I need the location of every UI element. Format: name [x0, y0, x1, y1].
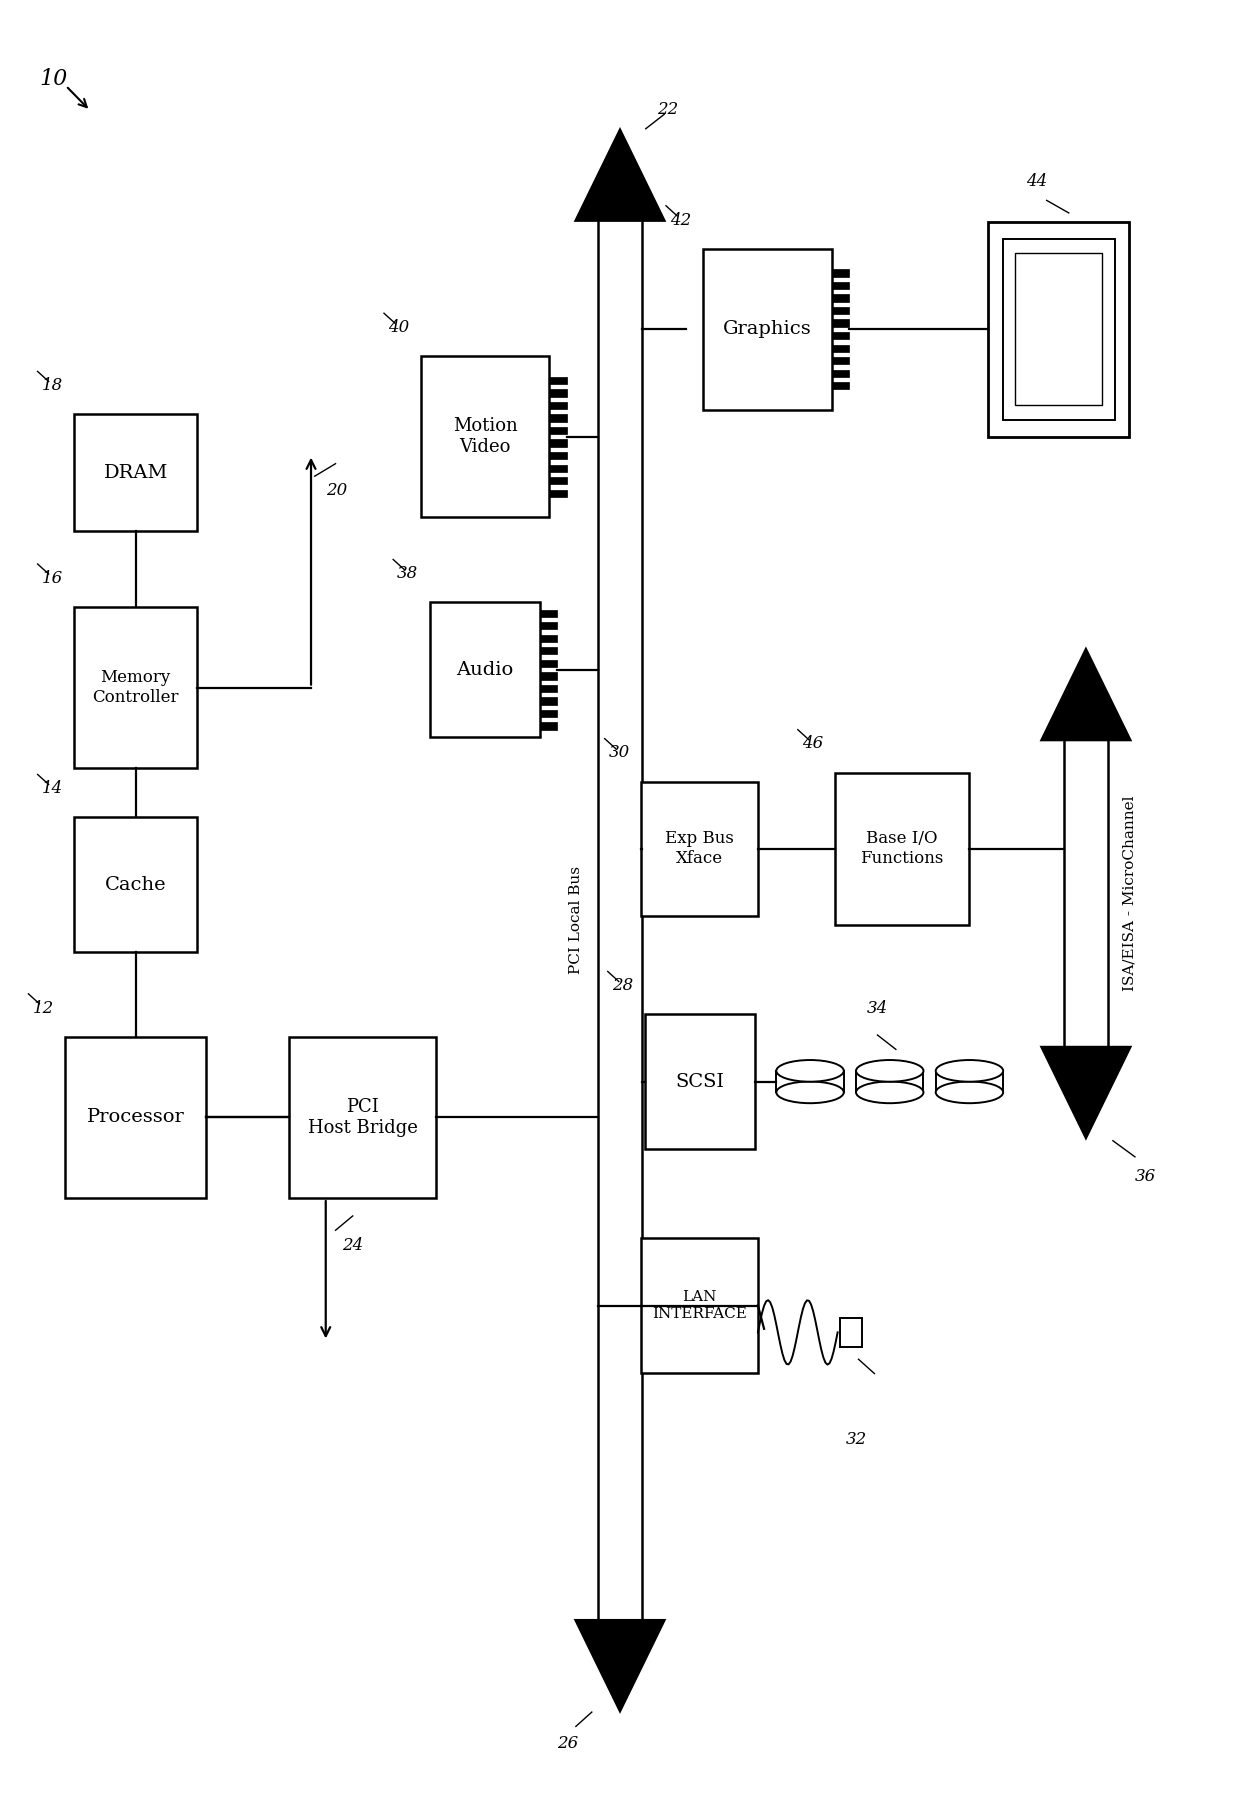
Text: 34: 34: [867, 1000, 888, 1018]
Bar: [549, 439, 567, 446]
Text: Exp Bus
Xface: Exp Bus Xface: [665, 830, 734, 866]
Bar: [832, 269, 848, 276]
Ellipse shape: [776, 1081, 843, 1103]
Bar: [549, 415, 567, 422]
Bar: [74, 415, 197, 531]
Ellipse shape: [776, 1060, 843, 1081]
Text: Audio: Audio: [456, 661, 513, 679]
Bar: [988, 222, 1130, 437]
Text: 16: 16: [42, 570, 63, 587]
Bar: [645, 1014, 755, 1148]
Text: Graphics: Graphics: [723, 319, 811, 338]
Bar: [1016, 253, 1102, 406]
Bar: [549, 390, 567, 397]
Bar: [74, 818, 197, 951]
Bar: [541, 671, 558, 679]
Bar: [549, 451, 567, 458]
Text: 24: 24: [342, 1238, 363, 1254]
Text: 46: 46: [802, 735, 823, 753]
Bar: [420, 356, 549, 518]
Text: 22: 22: [657, 101, 678, 117]
Text: Motion
Video: Motion Video: [453, 417, 517, 457]
Bar: [541, 623, 558, 630]
Text: 28: 28: [611, 977, 634, 995]
Bar: [832, 345, 848, 352]
Bar: [832, 319, 848, 327]
Text: 44: 44: [1027, 173, 1048, 190]
Bar: [549, 377, 567, 384]
Text: PCI
Host Bridge: PCI Host Bridge: [308, 1097, 418, 1137]
Bar: [832, 294, 848, 301]
Bar: [1003, 238, 1115, 419]
Text: Processor: Processor: [87, 1108, 185, 1126]
Bar: [541, 635, 558, 643]
Bar: [541, 684, 558, 691]
Bar: [832, 332, 848, 339]
Polygon shape: [574, 126, 666, 222]
Bar: [839, 1318, 862, 1347]
Text: LAN
INTERFACE: LAN INTERFACE: [652, 1291, 748, 1321]
Text: SCSI: SCSI: [676, 1072, 724, 1090]
Text: 40: 40: [388, 319, 409, 336]
Text: 32: 32: [846, 1431, 867, 1448]
Bar: [541, 697, 558, 704]
Text: DRAM: DRAM: [103, 464, 167, 482]
Text: 30: 30: [609, 744, 630, 762]
Bar: [549, 477, 567, 484]
Bar: [703, 249, 832, 410]
Text: Cache: Cache: [105, 875, 166, 893]
Text: 20: 20: [326, 482, 347, 498]
Bar: [832, 383, 848, 390]
Text: 18: 18: [42, 377, 63, 393]
Bar: [430, 603, 541, 736]
Ellipse shape: [936, 1060, 1003, 1081]
Text: 10: 10: [40, 67, 68, 90]
Bar: [832, 357, 848, 365]
Bar: [541, 709, 558, 717]
Text: Memory
Controller: Memory Controller: [93, 670, 179, 706]
Text: 36: 36: [1135, 1168, 1156, 1184]
Bar: [541, 722, 558, 729]
Bar: [289, 1036, 436, 1199]
Bar: [832, 282, 848, 289]
Text: 26: 26: [557, 1735, 578, 1753]
Ellipse shape: [856, 1081, 924, 1103]
Bar: [832, 307, 848, 314]
Bar: [541, 648, 558, 655]
Bar: [549, 428, 567, 435]
Bar: [835, 773, 970, 924]
Bar: [549, 464, 567, 471]
Bar: [641, 1238, 758, 1372]
Bar: [549, 489, 567, 496]
Text: Base I/O
Functions: Base I/O Functions: [861, 830, 944, 866]
Text: 42: 42: [670, 211, 692, 229]
Bar: [541, 661, 558, 668]
Bar: [549, 403, 567, 410]
Bar: [74, 606, 197, 769]
Bar: [641, 782, 758, 915]
Bar: [66, 1036, 206, 1199]
Ellipse shape: [856, 1060, 924, 1081]
Polygon shape: [574, 1619, 666, 1715]
Bar: [832, 370, 848, 377]
Text: ISA/EISA - MicroChannel: ISA/EISA - MicroChannel: [1122, 796, 1137, 991]
Ellipse shape: [936, 1081, 1003, 1103]
Bar: [541, 610, 558, 617]
Polygon shape: [1039, 646, 1132, 742]
Text: 12: 12: [32, 1000, 53, 1016]
Text: 38: 38: [397, 565, 419, 583]
Polygon shape: [1039, 1045, 1132, 1141]
Text: 14: 14: [42, 780, 63, 798]
Text: PCI Local Bus: PCI Local Bus: [569, 866, 583, 975]
